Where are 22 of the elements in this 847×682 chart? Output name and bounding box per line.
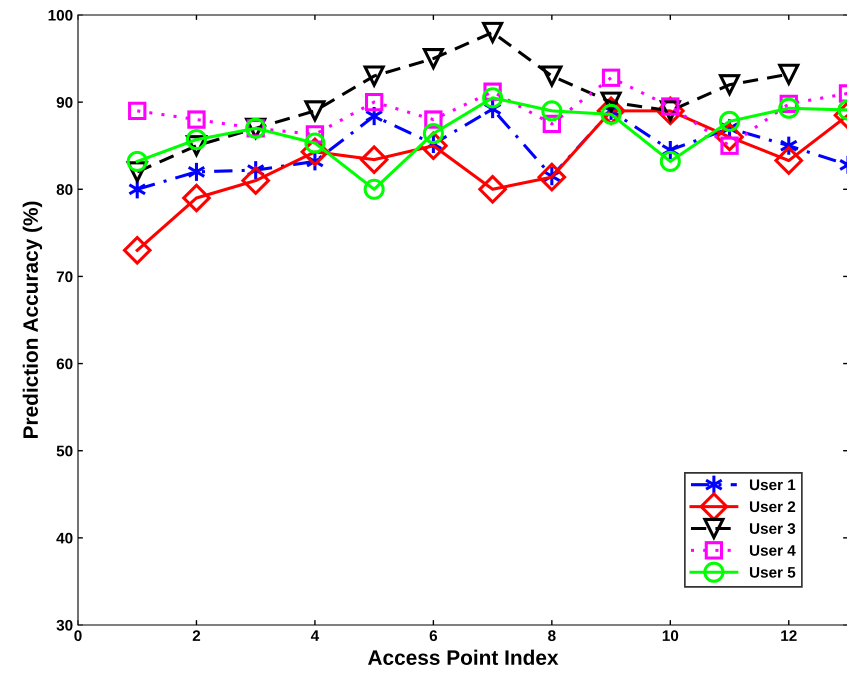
y-tick-label: 70 [56, 271, 73, 282]
legend-label: User 5 [750, 567, 796, 578]
y-tick-label: 40 [56, 532, 73, 544]
x-tick-label: 8 [548, 630, 556, 642]
x-axis-title: Access Point Index [368, 650, 558, 665]
y-tick-label: 30 [56, 620, 73, 631]
y-tick-label: 50 [56, 446, 73, 456]
legend-label: User 1 [750, 480, 796, 490]
legend-label: User 2 [750, 501, 796, 512]
x-tick-label: 6 [430, 630, 438, 642]
x-tick-label: 10 [662, 630, 678, 642]
legend-label: User 4 [750, 545, 796, 556]
x-tick-label: 2 [192, 630, 200, 641]
legend-label: User 3 [750, 523, 796, 534]
x-tick-label: 0 [74, 630, 82, 642]
y-tick-label: 80 [56, 184, 73, 195]
y-tick-label: 60 [56, 358, 73, 370]
y-axis-title: Prediction Accuracy (%) [22, 202, 42, 438]
y-tick-label: 100 [48, 10, 73, 21]
x-tick-label: 4 [310, 630, 320, 641]
x-tick-label: 12 [781, 630, 797, 641]
y-tick-label: 90 [56, 97, 73, 108]
